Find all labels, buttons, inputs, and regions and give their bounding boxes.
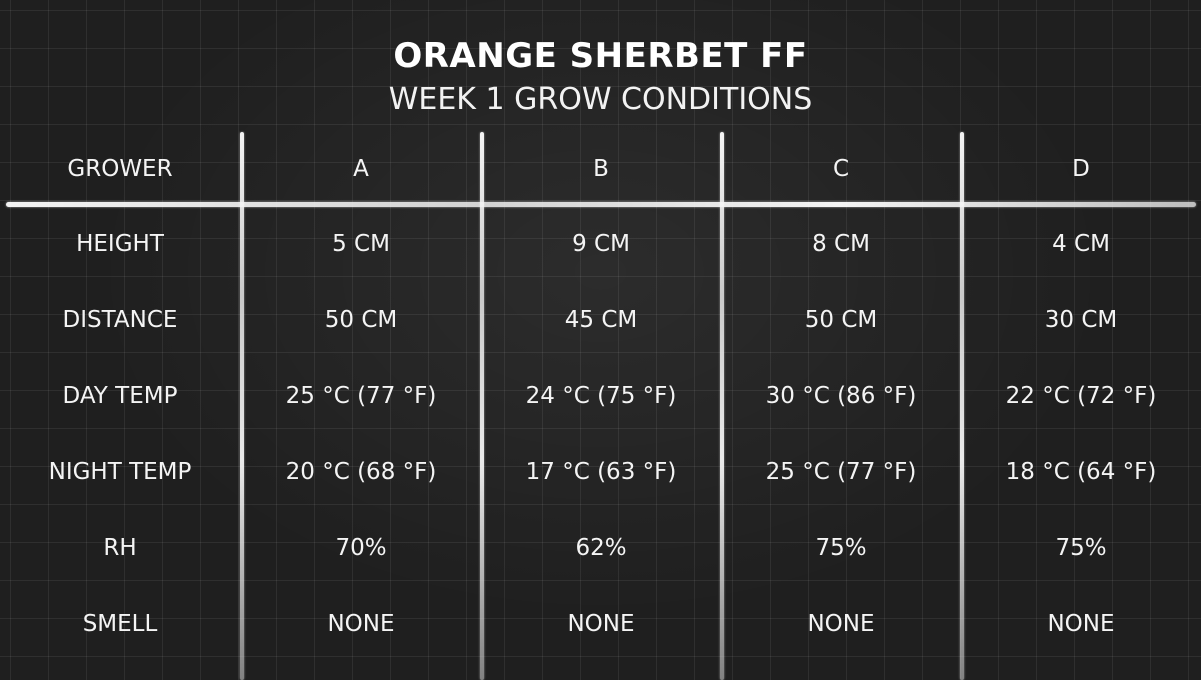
table-cell: 4 CM bbox=[1052, 231, 1110, 257]
row-label-height: HEIGHT bbox=[76, 231, 164, 257]
row-label-grower: GROWER bbox=[67, 156, 173, 182]
table-cell: 75% bbox=[1055, 535, 1107, 561]
table-cell: 75% bbox=[815, 535, 867, 561]
row-label-distance: DISTANCE bbox=[62, 307, 178, 333]
row-label-rh: RH bbox=[103, 535, 137, 561]
column-divider-line bbox=[480, 132, 484, 680]
column-header-b: B bbox=[593, 156, 609, 182]
table-cell: 18 °C (64 °F) bbox=[1005, 459, 1157, 485]
table-cell: 5 CM bbox=[332, 231, 390, 257]
table-cell: 70% bbox=[335, 535, 387, 561]
column-divider-line bbox=[720, 132, 724, 680]
page-title: ORANGE SHERBET FF bbox=[393, 36, 808, 76]
column-divider-line bbox=[240, 132, 244, 680]
table-cell: 8 CM bbox=[812, 231, 870, 257]
table-cell: NONE bbox=[567, 611, 635, 637]
page-subtitle: WEEK 1 GROW CONDITIONS bbox=[388, 82, 813, 117]
table-cell: 25 °C (77 °F) bbox=[285, 383, 437, 409]
row-label-night-temp: NIGHT TEMP bbox=[48, 459, 192, 485]
table-cell: 62% bbox=[575, 535, 627, 561]
table-cell: 45 CM bbox=[564, 307, 638, 333]
table-cell: 24 °C (75 °F) bbox=[525, 383, 677, 409]
table-cell: 20 °C (68 °F) bbox=[285, 459, 437, 485]
table-cell: 22 °C (72 °F) bbox=[1005, 383, 1157, 409]
table-cell: 17 °C (63 °F) bbox=[525, 459, 677, 485]
row-label-day-temp: DAY TEMP bbox=[62, 383, 178, 409]
table-cell: 30 °C (86 °F) bbox=[765, 383, 917, 409]
table-cell: NONE bbox=[327, 611, 395, 637]
column-header-c: C bbox=[832, 156, 850, 182]
header-divider-line bbox=[6, 202, 1196, 207]
table-cell: NONE bbox=[1047, 611, 1115, 637]
table-cell: NONE bbox=[807, 611, 875, 637]
table-cell: 30 CM bbox=[1044, 307, 1118, 333]
table-cell: 50 CM bbox=[804, 307, 878, 333]
table-cell: 25 °C (77 °F) bbox=[765, 459, 917, 485]
column-header-d: D bbox=[1072, 156, 1090, 182]
table-cell: 50 CM bbox=[324, 307, 398, 333]
column-header-a: A bbox=[353, 156, 369, 182]
row-label-smell: SMELL bbox=[82, 611, 158, 637]
column-divider-line bbox=[960, 132, 964, 680]
table-cell: 9 CM bbox=[572, 231, 630, 257]
